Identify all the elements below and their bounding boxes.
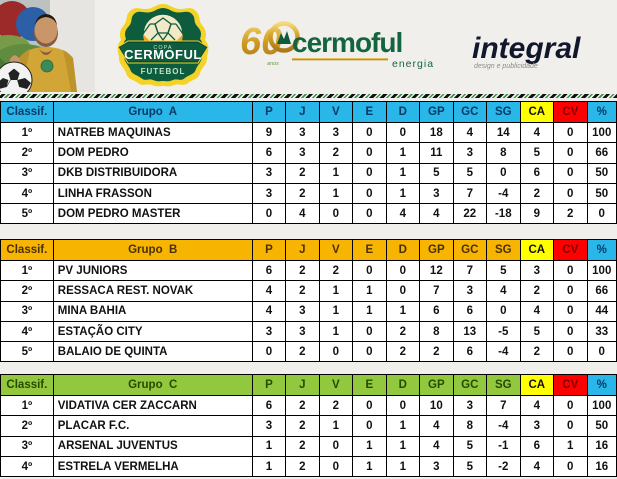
svg-text:cermoful: cermoful [292, 27, 402, 58]
svg-text:design e publicidade: design e publicidade [474, 63, 538, 70]
svg-text:integral: integral [472, 32, 581, 65]
svg-text:anos: anos [267, 61, 279, 67]
svg-text:CERMOFUL: CERMOFUL [124, 47, 202, 62]
svg-text:energia: energia [392, 58, 434, 70]
svg-text:FUTEBOL: FUTEBOL [141, 67, 186, 76]
